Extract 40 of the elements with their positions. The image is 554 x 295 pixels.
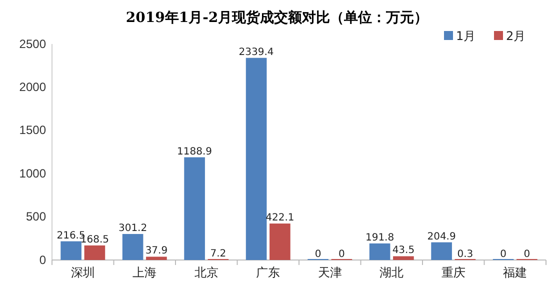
bar <box>60 241 82 260</box>
data-label: 1188.9 <box>177 146 212 158</box>
data-label: 301.2 <box>118 222 148 234</box>
legend-label: 2月 <box>506 29 526 43</box>
bar <box>393 256 414 260</box>
data-label: 0 <box>314 249 322 260</box>
data-label: 204.9 <box>427 231 456 242</box>
data-label: 191.8 <box>365 232 394 244</box>
data-label: 0.3 <box>457 248 474 260</box>
y-tick-label: 1500 <box>19 123 46 138</box>
x-tick-label: 深圳 <box>70 266 95 280</box>
x-tick-label: 北京 <box>194 266 218 280</box>
bar <box>84 245 106 260</box>
bar <box>246 58 267 260</box>
bar <box>146 256 167 260</box>
bar <box>122 234 144 260</box>
bar <box>270 224 290 260</box>
x-tick-label: 重庆 <box>441 266 466 280</box>
y-tick-label: 1000 <box>19 166 46 180</box>
data-label: 43.5 <box>392 245 415 256</box>
chart-title: 2019年1月-2月现货成交额对比（单位：万元） <box>126 9 428 26</box>
data-label: 7.2 <box>210 248 226 260</box>
bar <box>431 242 452 260</box>
y-tick-label: 0 <box>39 252 46 267</box>
data-label: 0 <box>338 249 345 260</box>
data-label: 37.9 <box>145 246 168 257</box>
data-label: 0 <box>524 249 530 260</box>
y-tick-label: 2500 <box>19 36 46 51</box>
x-tick-label: 湖北 <box>380 266 404 280</box>
y-tick-label: 2000 <box>19 80 46 94</box>
legend-label: 1月 <box>456 29 476 43</box>
x-tick-label: 天津 <box>318 266 342 280</box>
x-tick-label: 福建 <box>503 266 528 280</box>
data-label: 2339.4 <box>238 46 274 58</box>
bar <box>369 243 390 260</box>
y-tick-label: 500 <box>26 210 46 224</box>
data-label: 0 <box>500 249 506 260</box>
bar <box>184 157 205 260</box>
x-tick-label: 上海 <box>132 266 157 280</box>
x-tick-label: 广东 <box>256 266 280 280</box>
